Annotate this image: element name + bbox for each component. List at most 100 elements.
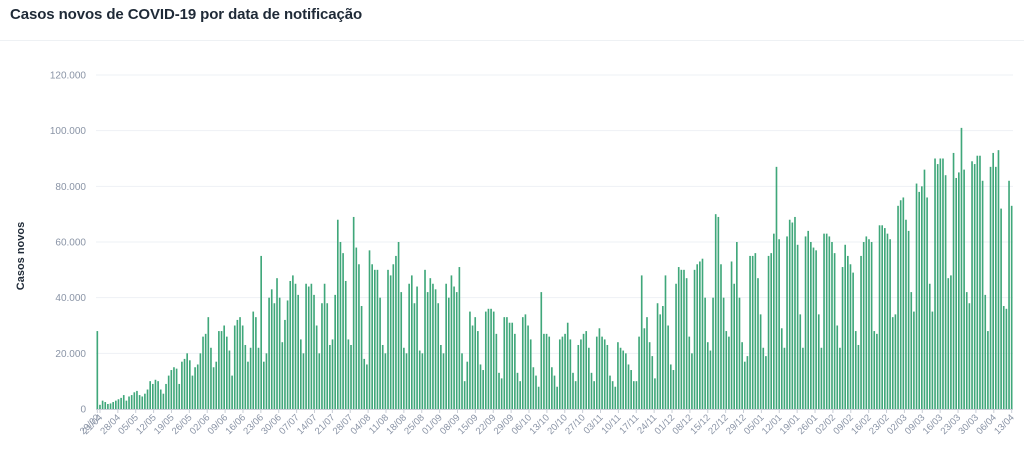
bar[interactable] bbox=[751, 255, 754, 409]
bar[interactable] bbox=[799, 314, 802, 409]
bar[interactable] bbox=[138, 395, 141, 409]
bar[interactable] bbox=[447, 297, 450, 409]
bar[interactable] bbox=[387, 269, 389, 409]
bar[interactable] bbox=[696, 264, 699, 409]
bar[interactable] bbox=[936, 164, 939, 409]
bar[interactable] bbox=[284, 319, 286, 409]
bar[interactable] bbox=[191, 375, 194, 409]
bar[interactable] bbox=[136, 390, 138, 409]
bar[interactable] bbox=[635, 381, 638, 409]
bar[interactable] bbox=[511, 322, 514, 409]
bar[interactable] bbox=[492, 311, 495, 409]
bar[interactable] bbox=[907, 230, 910, 409]
bar[interactable] bbox=[950, 275, 952, 409]
bar[interactable] bbox=[955, 177, 957, 409]
bar[interactable] bbox=[582, 333, 585, 409]
bar[interactable] bbox=[913, 311, 915, 409]
bar[interactable] bbox=[188, 360, 191, 409]
bar[interactable] bbox=[902, 197, 905, 409]
bar[interactable] bbox=[775, 166, 778, 409]
bar[interactable] bbox=[870, 242, 873, 409]
bar[interactable] bbox=[474, 317, 477, 409]
bar[interactable] bbox=[603, 339, 606, 409]
bar[interactable] bbox=[617, 342, 619, 409]
bar[interactable] bbox=[588, 347, 590, 409]
bar[interactable] bbox=[225, 336, 228, 409]
bar[interactable] bbox=[321, 303, 323, 409]
bar[interactable] bbox=[392, 264, 395, 409]
bar[interactable] bbox=[223, 325, 225, 410]
bar[interactable] bbox=[648, 342, 651, 409]
bar[interactable] bbox=[664, 275, 667, 409]
bar[interactable] bbox=[680, 269, 683, 409]
bar[interactable] bbox=[416, 286, 418, 409]
bar[interactable] bbox=[112, 402, 114, 409]
bar[interactable] bbox=[765, 356, 767, 409]
bar[interactable] bbox=[315, 325, 318, 410]
bar[interactable] bbox=[1008, 180, 1010, 409]
bar[interactable] bbox=[519, 381, 521, 409]
bar[interactable] bbox=[413, 303, 416, 409]
bar[interactable] bbox=[278, 297, 281, 409]
bar[interactable] bbox=[802, 347, 804, 409]
bar[interactable] bbox=[194, 367, 196, 409]
bar[interactable] bbox=[862, 242, 865, 409]
bar[interactable] bbox=[257, 347, 260, 409]
bar[interactable] bbox=[968, 303, 971, 409]
bar[interactable] bbox=[255, 317, 257, 409]
bar[interactable] bbox=[889, 239, 891, 409]
bar[interactable] bbox=[910, 292, 913, 409]
bar[interactable] bbox=[807, 230, 810, 409]
bar[interactable] bbox=[268, 297, 270, 409]
bar[interactable] bbox=[878, 225, 881, 409]
bar[interactable] bbox=[754, 253, 757, 409]
bar[interactable] bbox=[498, 372, 500, 409]
bar[interactable] bbox=[410, 275, 413, 409]
bar[interactable] bbox=[894, 314, 897, 409]
bar[interactable] bbox=[96, 331, 99, 409]
bar[interactable] bbox=[630, 370, 632, 409]
bar[interactable] bbox=[455, 292, 458, 409]
bar[interactable] bbox=[619, 347, 622, 409]
bar[interactable] bbox=[244, 344, 247, 409]
bar[interactable] bbox=[997, 150, 1000, 409]
bar[interactable] bbox=[215, 361, 218, 409]
bar[interactable] bbox=[342, 253, 344, 409]
bar[interactable] bbox=[249, 347, 252, 409]
bar[interactable] bbox=[318, 353, 321, 409]
bar[interactable] bbox=[1005, 308, 1008, 409]
bar[interactable] bbox=[556, 386, 558, 409]
bar[interactable] bbox=[405, 353, 408, 409]
bar[interactable] bbox=[717, 216, 720, 409]
bar[interactable] bbox=[233, 325, 236, 410]
bar[interactable] bbox=[958, 172, 960, 409]
bar[interactable] bbox=[125, 400, 128, 409]
bar[interactable] bbox=[231, 375, 233, 409]
bar[interactable] bbox=[437, 303, 440, 409]
bar[interactable] bbox=[897, 205, 899, 409]
bar[interactable] bbox=[638, 336, 640, 409]
bar[interactable] bbox=[590, 372, 593, 409]
bar[interactable] bbox=[598, 328, 601, 409]
bar[interactable] bbox=[442, 353, 445, 409]
bar[interactable] bbox=[458, 267, 461, 409]
bar[interactable] bbox=[746, 356, 749, 409]
bar[interactable] bbox=[973, 164, 976, 409]
bar[interactable] bbox=[157, 381, 159, 409]
bar[interactable] bbox=[611, 381, 614, 409]
bar[interactable] bbox=[297, 294, 299, 409]
bar[interactable] bbox=[471, 325, 474, 410]
bar[interactable] bbox=[847, 255, 849, 409]
bar[interactable] bbox=[810, 242, 812, 409]
bar[interactable] bbox=[429, 278, 432, 409]
bar[interactable] bbox=[196, 364, 199, 409]
bar[interactable] bbox=[952, 152, 955, 409]
bar[interactable] bbox=[566, 322, 569, 409]
bar[interactable] bbox=[669, 364, 672, 409]
bar[interactable] bbox=[849, 264, 852, 409]
bar[interactable] bbox=[482, 370, 484, 409]
bar[interactable] bbox=[466, 361, 469, 409]
bar[interactable] bbox=[339, 242, 342, 409]
bar[interactable] bbox=[683, 269, 685, 409]
bar[interactable] bbox=[825, 233, 828, 409]
